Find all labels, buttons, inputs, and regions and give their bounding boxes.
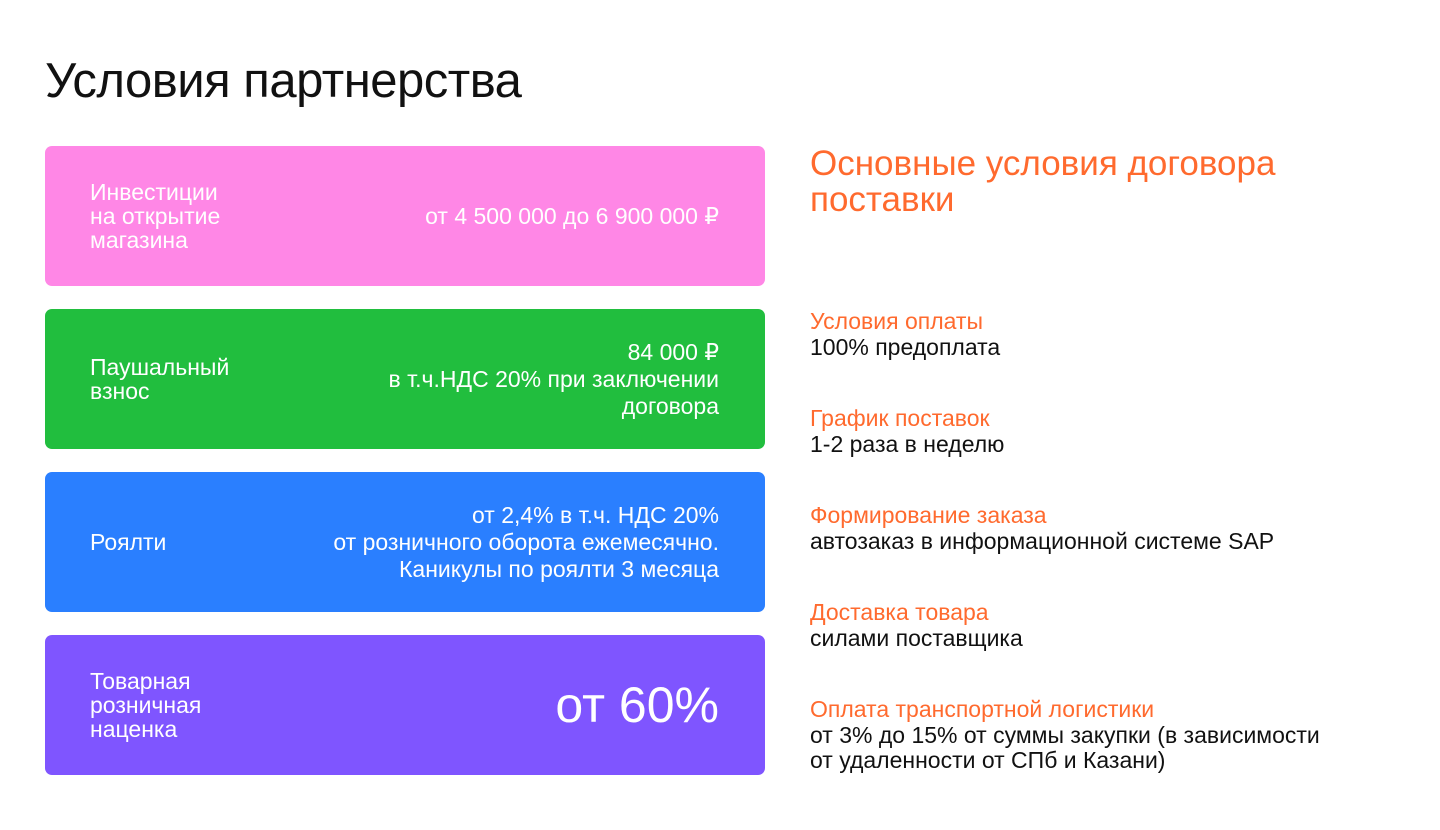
condition-label: Формирование заказа [810,502,1047,528]
condition-delivery-schedule: График поставок 1-2 раза в неделю [810,405,1390,502]
card-label-investments: Инвестиции на открытие магазина [90,179,221,253]
condition-payment-terms: Условия оплаты 100% предоплата [810,308,1390,405]
condition-value: 1-2 раза в неделю [810,431,1005,457]
page-title: Условия партнерства [45,54,522,108]
partnership-cards: Инвестиции на открытие магазина от 4 500… [45,146,765,798]
condition-order-formation: Формирование заказа автозаказ в информац… [810,502,1390,599]
card-value-lump-sum-fee: 84 000 ₽ в т.ч.НДС 20% при заключении до… [388,338,719,419]
condition-label: Оплата транспортной логистики [810,696,1155,722]
card-label-lump-sum-fee: Паушальный взнос [90,354,230,404]
condition-label: Доставка товара [810,599,989,625]
card-value-investments: от 4 500 000 до 6 900 000 ₽ [425,202,719,229]
condition-value: от 3% до 15% от суммы закупки (в зависим… [810,722,1320,773]
card-investments: Инвестиции на открытие магазина от 4 500… [45,146,765,286]
condition-value: автозаказ в информационной системе SAP [810,528,1275,554]
card-label-retail-markup: Товарная розничная наценка [90,668,202,742]
card-label-royalty: Роялти [90,529,167,555]
condition-goods-delivery: Доставка товара силами поставщика [810,599,1390,696]
card-retail-markup: Товарная розничная наценка от 60% [45,635,765,775]
card-lump-sum-fee: Паушальный взнос 84 000 ₽ в т.ч.НДС 20% … [45,309,765,449]
conditions-title: Основные условия договора поставки [810,144,1276,219]
card-value-retail-markup: от 60% [555,677,719,733]
condition-value: силами поставщика [810,625,1023,651]
card-value-royalty: от 2,4% в т.ч. НДС 20% от розничного обо… [333,501,719,582]
condition-label: График поставок [810,405,990,431]
condition-value: 100% предоплата [810,334,1001,360]
supply-contract-conditions: Основные условия договора поставки Услов… [810,144,1390,773]
card-royalty: Роялти от 2,4% в т.ч. НДС 20% от розничн… [45,472,765,612]
condition-label: Условия оплаты [810,308,983,334]
conditions-list: Условия оплаты 100% предоплата График по… [810,308,1390,793]
condition-logistics-payment: Оплата транспортной логистики от 3% до 1… [810,696,1390,793]
